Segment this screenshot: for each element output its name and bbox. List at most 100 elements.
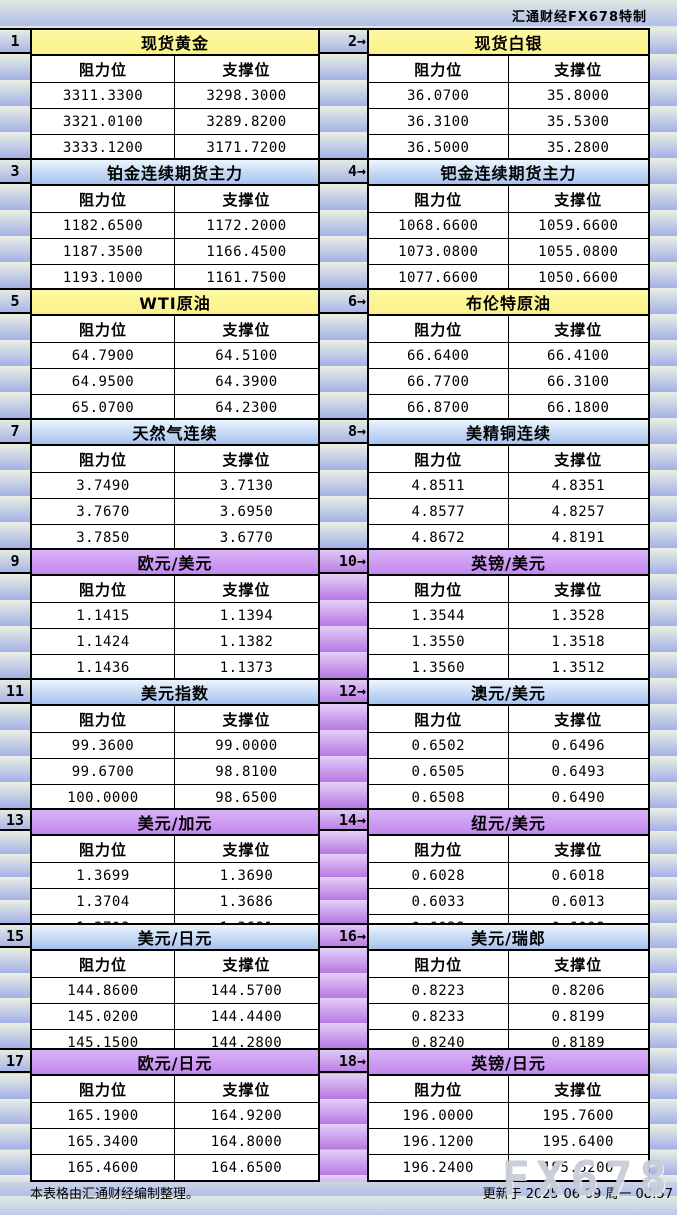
left-number-column: 3 bbox=[0, 158, 30, 292]
support-value: 1.3512 bbox=[551, 659, 606, 676]
support-value: 0.8199 bbox=[551, 1008, 606, 1025]
table-row: 0.8223 0.8206 bbox=[369, 977, 648, 1003]
table-row: 0.8240 0.8189 bbox=[369, 1029, 648, 1055]
column-header-row: 阻力位 支撑位 bbox=[369, 951, 648, 977]
footer-note: 本表格由汇通财经编制整理。 bbox=[30, 1187, 200, 1202]
table-row: 1.3550 1.3518 bbox=[369, 628, 648, 654]
support-value: 3298.3000 bbox=[206, 87, 287, 104]
support-value: 195.7600 bbox=[542, 1107, 614, 1124]
panel-title: 现货黄金 bbox=[32, 30, 318, 56]
table-row: 4.8511 4.8351 bbox=[369, 472, 648, 498]
column-header-row: 阻力位 支撑位 bbox=[369, 446, 648, 472]
resistance-header: 阻力位 bbox=[369, 706, 509, 732]
table-row: 0.8233 0.8199 bbox=[369, 1003, 648, 1029]
right-edge-column bbox=[650, 418, 677, 552]
section-number: 13 bbox=[0, 808, 30, 831]
table-row: 3.7490 3.7130 bbox=[32, 472, 318, 498]
gutter-column: 14→ bbox=[320, 808, 367, 942]
resistance-value: 3.7850 bbox=[32, 525, 175, 550]
left-number-column: 15 bbox=[0, 923, 30, 1057]
panel-band: 13美元/加元阻力位支撑位1.36991.36901.37041.36861.3… bbox=[0, 808, 677, 942]
support-value: 0.6018 bbox=[551, 867, 606, 884]
gutter-column: 18→ bbox=[320, 1048, 367, 1182]
support-value: 0.8189 bbox=[551, 1034, 606, 1051]
column-header-row: 阻力位 支撑位 bbox=[369, 576, 648, 602]
table-row: 1.3560 1.3512 bbox=[369, 654, 648, 680]
resistance-value: 4.8672 bbox=[369, 525, 509, 550]
table-row: 1.1415 1.1394 bbox=[32, 602, 318, 628]
support-value: 1059.6600 bbox=[538, 217, 619, 234]
support-header: 支撑位 bbox=[222, 710, 271, 729]
price-panel-18: 英镑/日元 阻力位 支撑位 196.0000 195.7600 196.1200 195.6… bbox=[367, 1048, 650, 1182]
panel-title: 美元/瑞郎 bbox=[369, 925, 648, 951]
panel-band: 1 现货黄金 阻力位 支撑位 3311.3300 3298.3000 3321.0100 32… bbox=[0, 28, 677, 162]
support-value: 35.8000 bbox=[546, 87, 610, 104]
resistance-header: 阻力位 bbox=[32, 576, 175, 602]
table-row: 145.0200 144.4400 bbox=[32, 1003, 318, 1029]
left-number-column: 1 bbox=[0, 28, 30, 162]
resistance-header: 阻力位 bbox=[32, 446, 175, 472]
support-value: 64.5100 bbox=[215, 347, 278, 364]
right-edge-column bbox=[650, 678, 677, 812]
left-number-column: 5 bbox=[0, 288, 30, 422]
table-row: 3321.0100 3289.8200 bbox=[32, 108, 318, 134]
right-edge-column bbox=[650, 1048, 677, 1182]
support-header: 支撑位 bbox=[222, 955, 271, 974]
column-header-row: 阻力位 支撑位 bbox=[32, 706, 318, 732]
support-value: 98.8100 bbox=[215, 763, 278, 780]
resistance-header: 阻力位 bbox=[32, 1076, 175, 1102]
resistance-header: 阻力位 bbox=[32, 316, 175, 342]
table-row: 196.0000 195.7600 bbox=[369, 1102, 648, 1128]
section-number: 11 bbox=[0, 678, 30, 704]
table-row: 145.1500 144.2800 bbox=[32, 1029, 318, 1055]
section-number: 3 bbox=[0, 158, 30, 184]
panel-band: 17 欧元/日元 阻力位 支撑位 165.1900 164.9200 165.3400 164… bbox=[0, 1048, 677, 1182]
table-row: 1.3704 1.3686 bbox=[32, 888, 318, 914]
resistance-header: 阻力位 bbox=[32, 706, 175, 732]
resistance-value: 64.7900 bbox=[32, 343, 175, 368]
support-value: 1.3528 bbox=[551, 607, 606, 624]
table-row: 64.9500 64.3900 bbox=[32, 368, 318, 394]
support-header: 支撑位 bbox=[222, 450, 271, 469]
support-header: 支撑位 bbox=[554, 60, 603, 79]
table-row: 1.3699 1.3690 bbox=[32, 862, 318, 888]
resistance-value: 196.2400 bbox=[369, 1155, 509, 1180]
table-row: 4.8577 4.8257 bbox=[369, 498, 648, 524]
brand-label: 汇通财经FX678特制 bbox=[511, 10, 647, 25]
column-header-row: 阻力位 支撑位 bbox=[32, 951, 318, 977]
support-value: 1.3686 bbox=[219, 893, 274, 910]
resistance-header: 阻力位 bbox=[369, 186, 509, 212]
resistance-value: 1187.3500 bbox=[32, 239, 175, 264]
price-panel-11: 美元指数 阻力位 支撑位 99.3600 99.0000 99.6700 98.8100 10… bbox=[30, 678, 320, 812]
support-value: 144.4400 bbox=[210, 1008, 283, 1025]
support-value: 164.9200 bbox=[210, 1107, 283, 1124]
table-row: 65.0700 64.2300 bbox=[32, 394, 318, 420]
section-number-arrow: 10→ bbox=[320, 548, 367, 574]
resistance-value: 99.6700 bbox=[32, 759, 175, 784]
right-edge-column bbox=[650, 548, 677, 682]
price-panel-16: 美元/瑞郎 阻力位 支撑位 0.8223 0.8206 0.8233 0.8199 0.824… bbox=[367, 923, 650, 1057]
panel-band: 5 WTI原油 阻力位 支撑位 64.7900 64.5100 64.9500 64.3900… bbox=[0, 288, 677, 422]
price-panel-15: 美元/日元 阻力位 支撑位 144.8600 144.5700 145.0200 144.4… bbox=[30, 923, 320, 1057]
resistance-value: 66.7700 bbox=[369, 369, 509, 394]
column-header-row: 阻力位 支撑位 bbox=[369, 56, 648, 82]
resistance-value: 66.8700 bbox=[369, 395, 509, 420]
price-panel-5: WTI原油 阻力位 支撑位 64.7900 64.5100 64.9500 64.3900 6… bbox=[30, 288, 320, 422]
right-edge-column bbox=[650, 923, 677, 1057]
table-row: 196.1200 195.6400 bbox=[369, 1128, 648, 1154]
resistance-header: 阻力位 bbox=[369, 316, 509, 342]
resistance-value: 4.8511 bbox=[369, 473, 509, 498]
support-value: 3.6950 bbox=[219, 503, 274, 520]
table-row: 0.6505 0.6493 bbox=[369, 758, 648, 784]
resistance-value: 4.8577 bbox=[369, 499, 509, 524]
support-value: 64.3900 bbox=[215, 373, 278, 390]
section-number: 15 bbox=[0, 923, 30, 948]
left-number-column: 7 bbox=[0, 418, 30, 552]
support-value: 1.3690 bbox=[219, 867, 274, 884]
support-value: 1.3518 bbox=[551, 633, 606, 650]
left-number-column: 11 bbox=[0, 678, 30, 812]
resistance-value: 196.0000 bbox=[369, 1103, 509, 1128]
support-header: 支撑位 bbox=[222, 1080, 271, 1099]
